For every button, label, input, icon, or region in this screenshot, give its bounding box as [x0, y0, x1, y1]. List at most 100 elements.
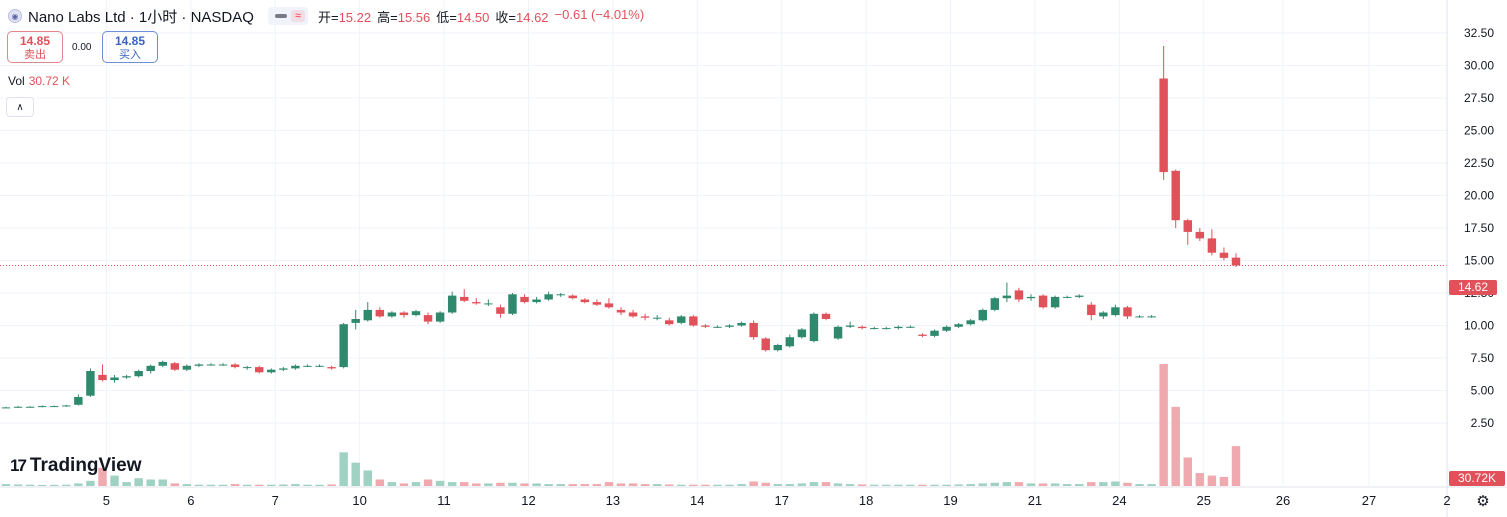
- volume-bar: [1135, 484, 1144, 486]
- symbol-title[interactable]: Nano Labs Ltd · 1小时 · NASDAQ: [28, 8, 254, 26]
- volume-bar: [423, 479, 433, 486]
- candle-body: [1195, 231, 1205, 239]
- volume-bar: [797, 483, 807, 486]
- volume-bar: [604, 482, 614, 486]
- candle-body: [447, 295, 457, 313]
- candle-body: [894, 326, 903, 329]
- y-tick-label: 22.50: [1464, 156, 1494, 170]
- y-tick-label: 32.50: [1464, 26, 1494, 40]
- candle-body: [882, 328, 891, 330]
- candle-body: [303, 365, 312, 367]
- x-tick-label: 26: [1276, 493, 1290, 508]
- collapse-legend-button[interactable]: ∧: [6, 97, 34, 117]
- candle-body: [797, 329, 807, 338]
- market-status-pill[interactable]: ≈: [267, 7, 308, 25]
- volume-bar: [665, 484, 674, 486]
- candle-body: [616, 309, 626, 313]
- volume-bar: [460, 482, 469, 486]
- candle-body: [158, 361, 167, 366]
- candle-body: [1087, 304, 1096, 316]
- volume-bar: [122, 482, 131, 486]
- volume-bar: [930, 484, 939, 486]
- y-tick-label: 2.50: [1471, 416, 1495, 430]
- candle-body: [267, 369, 276, 373]
- x-tick-label: 18: [859, 493, 873, 508]
- volume-bar: [616, 483, 626, 486]
- volume-bar: [255, 484, 264, 486]
- candle-body: [1002, 295, 1012, 299]
- candle-body: [472, 302, 481, 304]
- gear-icon[interactable]: ⚙: [1476, 493, 1490, 510]
- candle-body: [86, 371, 95, 396]
- buy-button[interactable]: 14.85 买入: [102, 31, 158, 63]
- volume-bar: [110, 475, 119, 486]
- volume-bar: [363, 470, 372, 486]
- ohlc-value: 15.56: [397, 9, 431, 25]
- candle-body: [761, 338, 770, 351]
- candle-body: [1147, 316, 1156, 318]
- candle-body: [242, 367, 252, 369]
- candle-body: [255, 367, 264, 373]
- volume-bar: [857, 484, 867, 486]
- tradingview-logo[interactable]: 17 TradingView: [10, 455, 142, 477]
- candle-body: [508, 294, 517, 314]
- candle-body: [845, 325, 855, 327]
- ohlc-value: 14.50: [456, 9, 490, 25]
- candle-body: [954, 324, 963, 327]
- candle-body: [1231, 257, 1241, 266]
- y-tick-label: 10.00: [1464, 319, 1494, 333]
- volume-bar: [339, 452, 348, 486]
- volume-bar: [628, 483, 638, 486]
- ohlc-values: 开=15.22 高=15.56 低=14.50 收=14.62 −0.61 (−4.01…: [318, 7, 644, 26]
- symbol-logo-icon: ◉: [8, 9, 22, 23]
- volume-bar: [894, 484, 903, 486]
- candle-body: [351, 319, 360, 323]
- candle-body: [387, 312, 397, 317]
- volume-bar: [978, 483, 987, 486]
- volume-bar: [942, 484, 951, 486]
- candle-body: [1159, 78, 1168, 173]
- volume-bar: [1026, 483, 1036, 486]
- volume-bar: [411, 482, 421, 486]
- volume-bar: [291, 484, 300, 486]
- candle-body: [640, 316, 650, 318]
- volume-bar: [158, 479, 167, 486]
- candle-body: [37, 406, 47, 408]
- volume-bar: [230, 484, 240, 486]
- candle-body: [25, 406, 35, 408]
- candle-body: [990, 298, 1000, 310]
- volume-bar: [870, 484, 879, 486]
- candle-body: [1062, 296, 1072, 298]
- candle-body: [1099, 312, 1108, 317]
- candle-body: [206, 364, 216, 366]
- candle-body: [110, 377, 119, 381]
- y-tick-label: 7.50: [1471, 351, 1495, 365]
- volume-bar: [1014, 482, 1024, 486]
- buy-price: 14.85: [114, 34, 146, 48]
- volume-bar: [1147, 484, 1156, 486]
- x-tick-label: 24: [1112, 493, 1126, 508]
- candlestick-series: [1, 46, 1241, 409]
- last-price-label: 14.62: [1449, 280, 1497, 295]
- volume-bar: [1195, 473, 1205, 486]
- volume-bar: [966, 484, 975, 486]
- volume-bar: [399, 483, 409, 486]
- candle-body: [677, 316, 686, 323]
- sell-button[interactable]: 14.85 卖出: [7, 31, 63, 63]
- ohlc-item: 高=15.56: [377, 7, 430, 26]
- candle-body: [1038, 295, 1048, 308]
- candle-body: [857, 326, 867, 329]
- x-tick-label: 17: [774, 493, 788, 508]
- candle-body: [809, 313, 819, 342]
- candle-body: [701, 325, 710, 327]
- volume-bar: [1207, 475, 1217, 486]
- candle-body: [966, 320, 975, 325]
- candle-body: [665, 320, 674, 325]
- volume-bar: [1123, 482, 1132, 486]
- candle-body: [833, 326, 843, 339]
- volume-bar: [882, 484, 891, 486]
- sell-label: 卖出: [24, 49, 46, 61]
- x-tick-label: 12: [521, 493, 535, 508]
- ohlc-label: 低=: [436, 9, 457, 25]
